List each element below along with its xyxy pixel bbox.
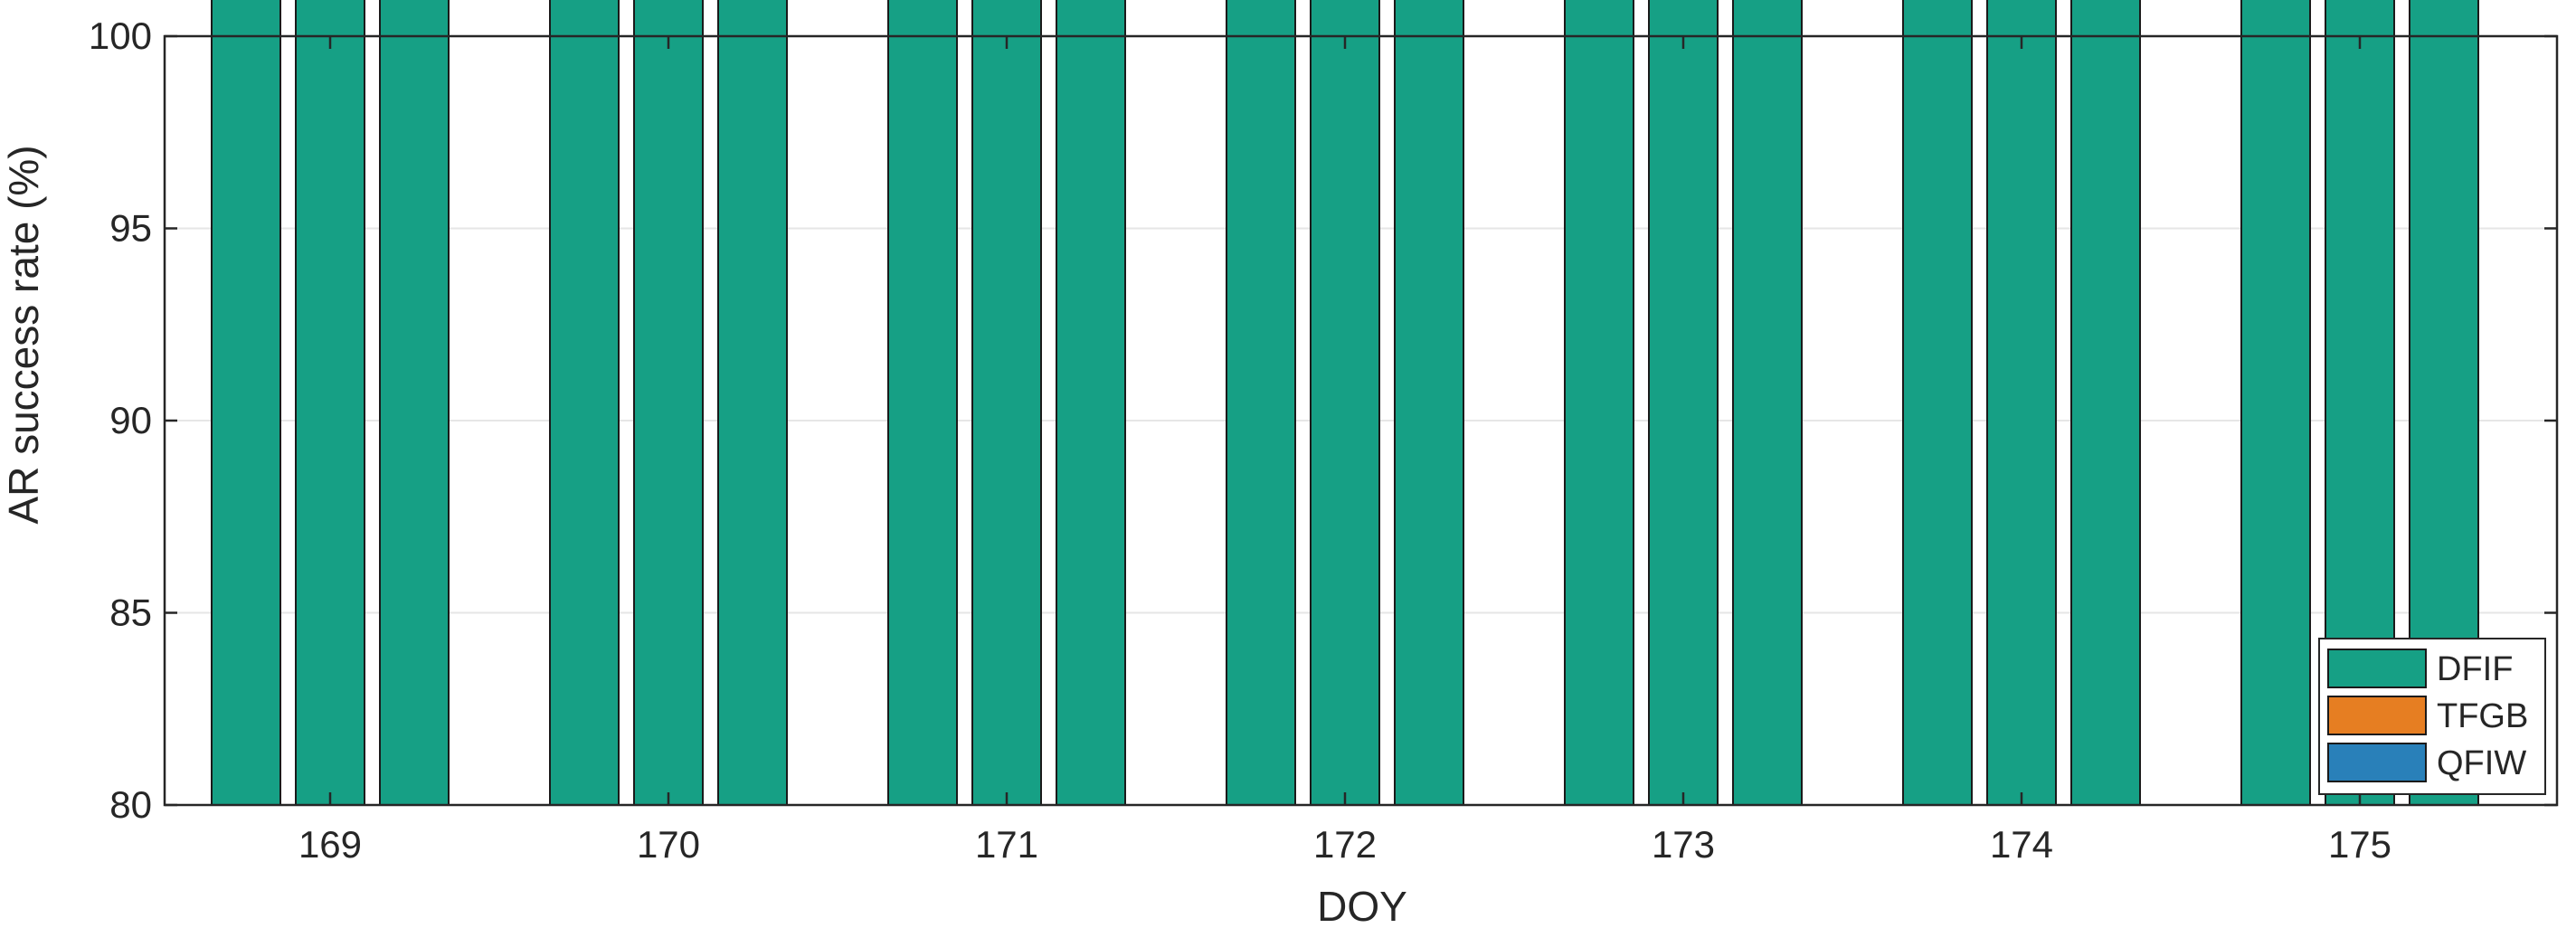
y-tick-label: 95 [109, 207, 152, 250]
x-tick-label: 169 [298, 823, 362, 866]
x-tick-label: 172 [1313, 823, 1377, 866]
x-tick-label: 175 [2328, 823, 2391, 866]
x-tick-label: 170 [637, 823, 700, 866]
y-axis-title: AR success rate (%) [0, 145, 47, 524]
legend-label-tfgb: TFGB [2437, 697, 2528, 735]
bar-segment-dfif [633, 0, 704, 806]
bar-segment-dfif [379, 0, 450, 806]
y-tick-label: 80 [109, 783, 152, 826]
legend: DFIF TFGB QFIW [2318, 638, 2546, 795]
bars-layer [211, 0, 2479, 806]
x-axis-title: DOY [1317, 883, 1407, 930]
bar-segment-dfif [1648, 0, 1719, 806]
x-tick-label: 171 [975, 823, 1038, 866]
y-tick-label: 85 [109, 592, 152, 634]
bar-segment-dfif [1394, 0, 1464, 806]
legend-swatch-dfif [2327, 649, 2427, 688]
bar-segment-dfif [1056, 0, 1126, 806]
y-tick-label: 100 [89, 14, 152, 57]
axes-layer: 80 85 90 95 100 169 170 171 172 173 174 175 [89, 14, 2559, 866]
bar-segment-dfif [887, 0, 958, 806]
bar-segment-dfif [1902, 0, 1973, 806]
y-tick-label: 90 [109, 399, 152, 441]
bar-segment-dfif [717, 0, 788, 806]
legend-swatch-tfgb [2327, 696, 2427, 735]
bar-segment-dfif [211, 0, 281, 806]
bar-segment-dfif [2070, 0, 2141, 806]
bar-segment-dfif [549, 0, 620, 806]
bar-segment-dfif [971, 0, 1042, 806]
legend-label-dfif: DFIF [2437, 650, 2513, 688]
bar-segment-dfif [2240, 0, 2311, 806]
bar-segment-dfif [295, 0, 365, 806]
bar-segment-dfif [1226, 0, 1296, 806]
bar-segment-dfif [1564, 0, 1634, 806]
bar-segment-dfif [1986, 0, 2057, 806]
legend-label-qfiw: QFIW [2437, 744, 2526, 782]
bar-segment-dfif [1310, 0, 1380, 806]
x-tick-label: 174 [1990, 823, 2053, 866]
bar-segment-dfif [1732, 0, 1803, 806]
x-tick-label: 173 [1652, 823, 1715, 866]
legend-swatch-qfiw [2327, 743, 2427, 782]
